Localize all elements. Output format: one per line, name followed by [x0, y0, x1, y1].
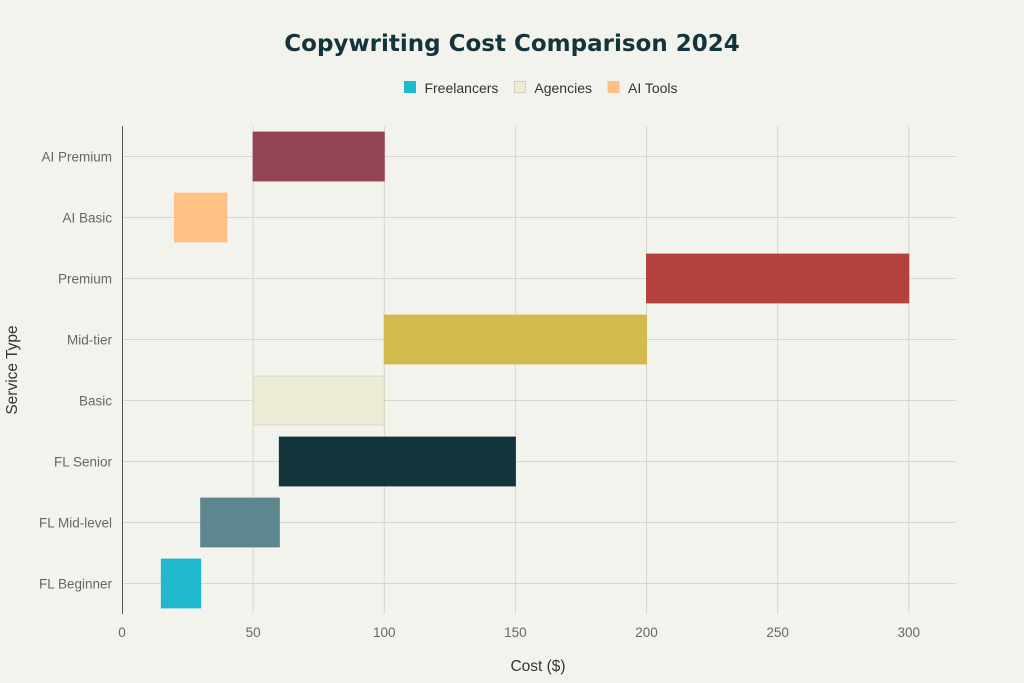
bar-fl-mid-level: [200, 497, 280, 548]
x-tick-100: 100: [373, 625, 396, 640]
bar-fl-senior: [278, 436, 516, 487]
y-tick-fl-beginner: FL Beginner: [39, 577, 113, 592]
legend-item-freelancers: Freelancers: [403, 80, 498, 96]
y-tick-mid-tier: Mid-tier: [67, 333, 113, 348]
x-tick-50: 50: [246, 625, 261, 640]
y-tick-ai-premium: AI Premium: [41, 150, 112, 165]
bar-premium: [646, 253, 910, 304]
chart-title: Copywriting Cost Comparison 2024: [284, 31, 739, 57]
bar-basic: [252, 375, 385, 426]
bar-fl-beginner: [160, 558, 202, 609]
y-tick-premium: Premium: [58, 272, 112, 287]
legend-swatch-ai-tools: [607, 81, 620, 93]
legend-label-ai-tools: AI Tools: [628, 80, 678, 96]
legend-swatch-freelancers: [403, 81, 416, 93]
y-tick-ai-basic: AI Basic: [62, 211, 112, 226]
y-tick-labels: FL Beginner FL Mid-level FL Senior Basic Mid…: [39, 150, 113, 592]
bar-series: [160, 131, 910, 609]
y-tick-basic: Basic: [79, 394, 112, 409]
legend-item-ai-tools: AI Tools: [607, 80, 678, 96]
x-tick-200: 200: [635, 625, 658, 640]
legend-label-agencies: Agencies: [534, 80, 592, 96]
legend-item-agencies: Agencies: [513, 80, 592, 96]
bar-ai-premium: [252, 131, 385, 182]
y-tick-fl-senior: FL Senior: [54, 455, 113, 470]
bar-ai-basic: [173, 192, 228, 243]
y-axis-title: Service Type: [4, 325, 21, 414]
x-tick-250: 250: [766, 625, 789, 640]
bar-mid-tier: [383, 314, 648, 365]
x-tick-labels: 0 50 100 150 200 250 300: [118, 625, 920, 640]
chart-legend: Freelancers Agencies AI Tools: [403, 80, 678, 96]
y-tick-fl-mid-level: FL Mid-level: [39, 516, 112, 531]
x-axis-title: Cost ($): [510, 658, 565, 675]
x-tick-0: 0: [118, 625, 126, 640]
grid-lines: [122, 126, 956, 614]
legend-label-freelancers: Freelancers: [424, 80, 498, 96]
x-tick-150: 150: [504, 625, 527, 640]
x-tick-300: 300: [898, 625, 921, 640]
legend-swatch-agencies: [513, 81, 526, 93]
